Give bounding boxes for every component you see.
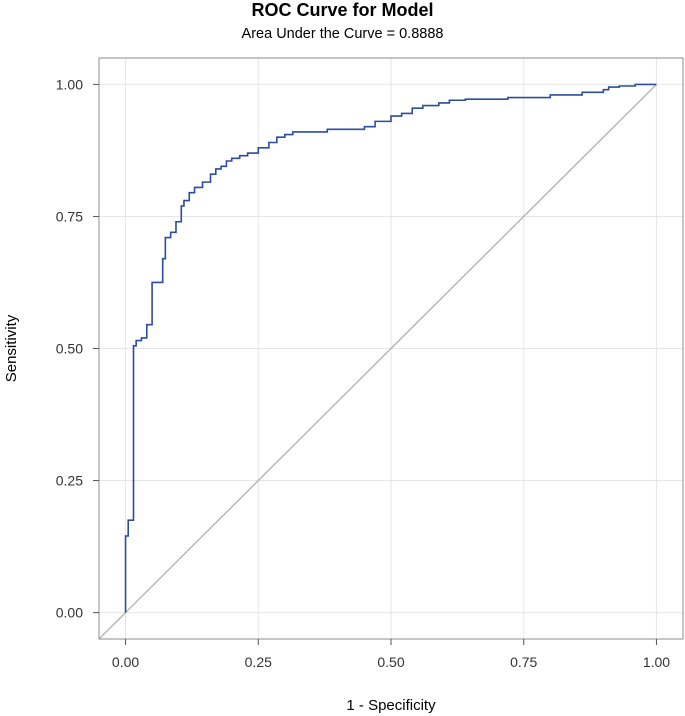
- roc-curve-line: [124, 83, 657, 613]
- y-tick-label: 0.75: [56, 208, 83, 224]
- reference-diagonal-line: [98, 83, 657, 640]
- x-axis-label: 1 - Specificity: [346, 697, 436, 714]
- y-tick-label: 0.50: [56, 341, 83, 357]
- x-tick-label: 0.75: [510, 654, 537, 670]
- grid-lines: [99, 58, 683, 639]
- y-axis-label: Sensitivity: [3, 314, 20, 382]
- x-tick-label: 0.00: [112, 654, 139, 670]
- y-tick-label: 0.00: [56, 605, 83, 621]
- x-tick-label: 1.00: [643, 654, 670, 670]
- x-tick-label: 0.50: [377, 654, 404, 670]
- x-tick-label: 0.25: [245, 654, 272, 670]
- y-tick-label: 1.00: [56, 76, 83, 92]
- y-tick-label: 0.25: [56, 473, 83, 489]
- axis-ticks: 0.00 0.25 0.50 0.75 1.00 0.00 0.25 0.50 0.75 1.00: [56, 76, 671, 670]
- chart-subtitle: Area Under the Curve = 0.8888: [241, 26, 444, 42]
- chart-title: ROC Curve for Model: [251, 0, 434, 20]
